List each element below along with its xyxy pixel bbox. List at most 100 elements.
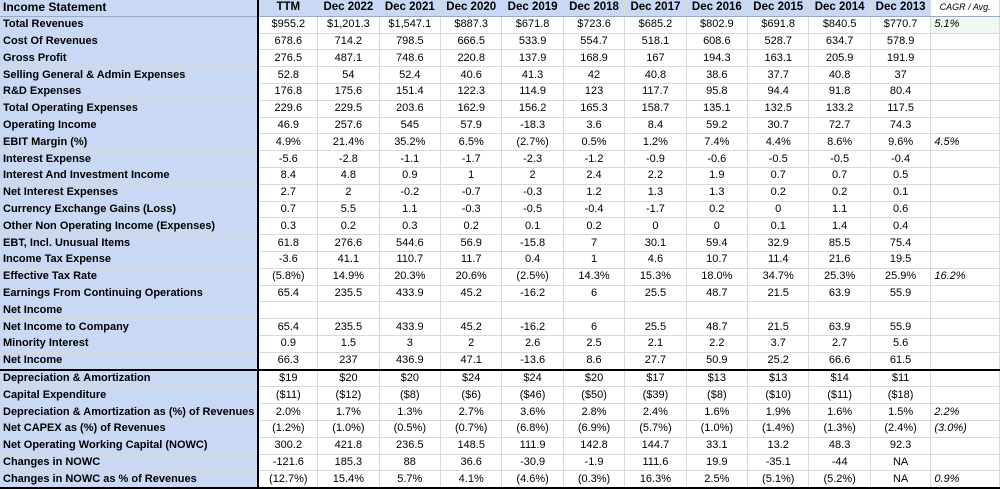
value-cell[interactable]: 94.4	[747, 83, 810, 101]
value-cell[interactable]: -16.2	[501, 318, 564, 336]
value-cell[interactable]: -1.9	[563, 454, 626, 472]
value-cell[interactable]: 92.3	[870, 437, 932, 455]
value-cell[interactable]: $17	[624, 368, 687, 388]
value-cell[interactable]: $20	[563, 368, 626, 388]
value-cell[interactable]: 0.6	[870, 201, 932, 219]
value-cell[interactable]: 5.7%	[379, 470, 442, 489]
value-cell[interactable]: 66.6	[808, 352, 871, 371]
value-cell[interactable]: 0.2	[686, 201, 749, 219]
value-cell[interactable]: 42	[563, 66, 626, 84]
value-cell[interactable]: 56.9	[440, 234, 503, 252]
value-cell[interactable]: 1.7%	[317, 403, 380, 421]
value-cell[interactable]: 2.4%	[624, 403, 687, 421]
value-cell[interactable]: 88	[379, 454, 442, 472]
value-cell[interactable]: 0.2	[747, 184, 810, 202]
value-cell[interactable]	[870, 301, 932, 320]
value-cell[interactable]	[501, 301, 564, 320]
value-cell[interactable]: $887.3	[440, 15, 503, 34]
value-cell[interactable]: $13	[686, 368, 749, 388]
value-cell[interactable]: 608.6	[686, 33, 749, 51]
value-cell[interactable]: 3.6	[563, 117, 626, 135]
value-cell[interactable]: (5.8%)	[257, 268, 319, 286]
value-cell[interactable]: 220.8	[440, 49, 503, 68]
value-cell[interactable]: 14.9%	[317, 268, 380, 286]
value-cell[interactable]: 1	[563, 251, 626, 269]
value-cell[interactable]: (2.7%)	[501, 133, 564, 152]
value-cell[interactable]: 2.1	[624, 335, 687, 353]
value-cell[interactable]: 30.1	[624, 234, 687, 252]
value-cell[interactable]: 276.6	[317, 234, 380, 252]
row-label[interactable]: Changes in NOWC	[0, 454, 259, 472]
value-cell[interactable]: 578.9	[870, 33, 932, 51]
value-cell[interactable]: 8.4	[257, 167, 319, 185]
value-cell[interactable]: 554.7	[563, 33, 626, 51]
value-cell[interactable]: 36.6	[440, 454, 503, 472]
value-cell[interactable]: 55.9	[870, 285, 932, 303]
value-cell[interactable]: 54	[317, 66, 380, 84]
value-cell[interactable]: 1.2%	[624, 133, 687, 152]
value-cell[interactable]: NA	[870, 454, 932, 472]
value-cell[interactable]: ($46)	[501, 386, 564, 405]
value-cell[interactable]: 167	[624, 49, 687, 68]
value-cell[interactable]: -13.6	[501, 352, 564, 371]
value-cell[interactable]: $691.8	[747, 15, 810, 34]
value-cell[interactable]: 0.2	[808, 184, 871, 202]
value-cell[interactable]: 1.6%	[686, 403, 749, 421]
column-header[interactable]: Dec 2017	[624, 0, 687, 17]
value-cell[interactable]: 117.7	[624, 83, 687, 101]
value-cell[interactable]: 1.9%	[747, 403, 810, 421]
value-cell[interactable]: (1.3%)	[808, 420, 871, 438]
row-label[interactable]: Effective Tax Rate	[0, 268, 259, 286]
value-cell[interactable]: 133.2	[808, 100, 871, 118]
value-cell[interactable]: 114.9	[501, 83, 564, 101]
value-cell[interactable]: 2.6	[501, 335, 564, 353]
value-cell[interactable]: 0.9	[257, 335, 319, 353]
value-cell[interactable]: 10.7	[686, 251, 749, 269]
value-cell[interactable]: -0.6	[686, 150, 749, 168]
value-cell[interactable]: $24	[501, 368, 564, 388]
value-cell[interactable]: 91.8	[808, 83, 871, 101]
value-cell[interactable]: $1,547.1	[379, 15, 442, 34]
value-cell[interactable]: -1.1	[379, 150, 442, 168]
row-label[interactable]: Cost Of Revenues	[0, 33, 259, 51]
column-header[interactable]: Dec 2022	[317, 0, 380, 17]
value-cell[interactable]: (1.0%)	[317, 420, 380, 438]
cagr-cell[interactable]: 16.2%	[930, 268, 1000, 286]
value-cell[interactable]: 714.2	[317, 33, 380, 51]
value-cell[interactable]: 191.9	[870, 49, 932, 68]
value-cell[interactable]: 25.5	[624, 285, 687, 303]
value-cell[interactable]: 2.5%	[686, 470, 749, 489]
value-cell[interactable]: 63.9	[808, 285, 871, 303]
value-cell[interactable]: 40.8	[624, 66, 687, 84]
cagr-cell[interactable]	[930, 66, 1000, 84]
value-cell[interactable]: 5.6	[870, 335, 932, 353]
value-cell[interactable]: (1.0%)	[686, 420, 749, 438]
value-cell[interactable]: -0.5	[808, 150, 871, 168]
value-cell[interactable]: 1.6%	[808, 403, 871, 421]
value-cell[interactable]: 151.4	[379, 83, 442, 101]
value-cell[interactable]: 8.6	[563, 352, 626, 371]
value-cell[interactable]: 6	[563, 285, 626, 303]
row-label[interactable]: Total Revenues	[0, 16, 259, 34]
cagr-cell[interactable]	[930, 234, 1000, 252]
value-cell[interactable]: 48.3	[808, 437, 871, 455]
value-cell[interactable]: 528.7	[747, 33, 810, 51]
value-cell[interactable]: (6.8%)	[501, 420, 564, 438]
value-cell[interactable]: 41.3	[501, 66, 564, 84]
cagr-cell[interactable]	[930, 368, 1000, 388]
value-cell[interactable]: -1.2	[563, 150, 626, 168]
value-cell[interactable]: 34.7%	[747, 268, 810, 286]
value-cell[interactable]: 533.9	[501, 33, 564, 51]
value-cell[interactable]: -0.4	[870, 150, 932, 168]
value-cell[interactable]: 3.7	[747, 335, 810, 353]
value-cell[interactable]: 2	[501, 167, 564, 185]
value-cell[interactable]: 0.9	[379, 167, 442, 185]
value-cell[interactable]: 1.9	[686, 167, 749, 185]
value-cell[interactable]: 203.6	[379, 100, 442, 118]
value-cell[interactable]: 2	[317, 184, 380, 202]
value-cell[interactable]: 19.5	[870, 251, 932, 269]
value-cell[interactable]: 545	[379, 117, 442, 135]
value-cell[interactable]: 55.9	[870, 318, 932, 336]
value-cell[interactable]: 229.5	[317, 100, 380, 118]
value-cell[interactable]: 235.5	[317, 285, 380, 303]
